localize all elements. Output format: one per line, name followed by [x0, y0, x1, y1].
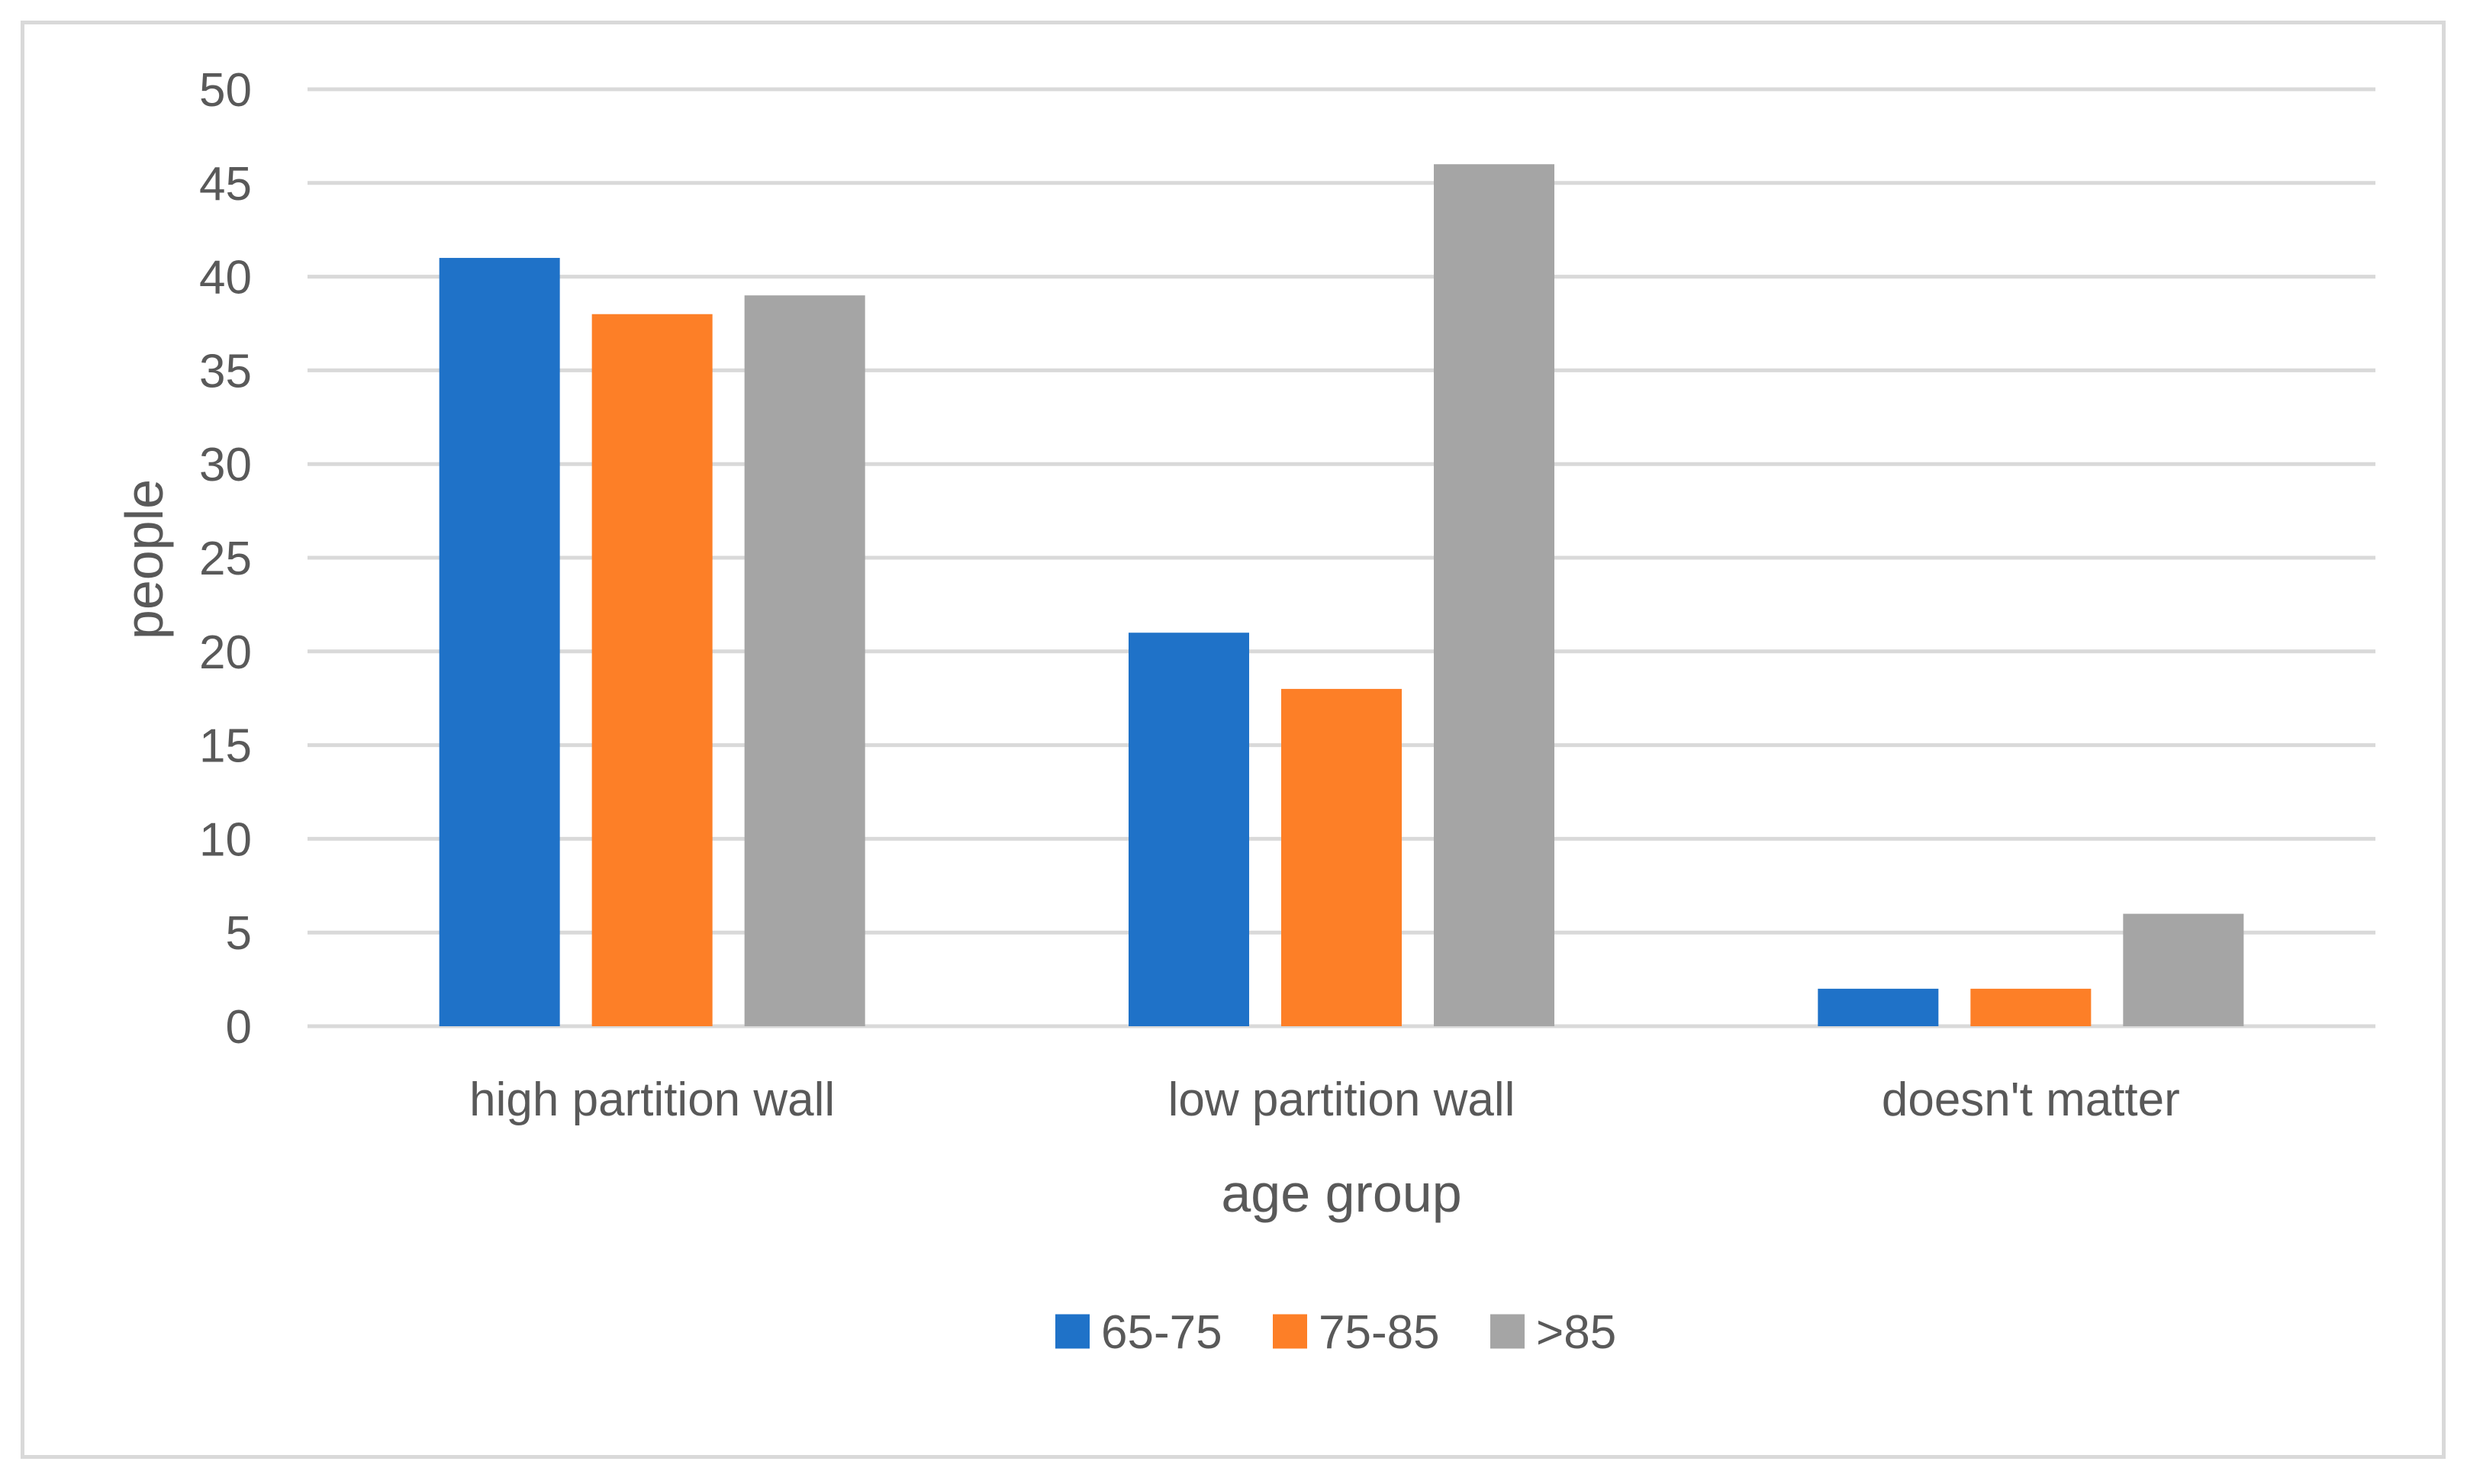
bar-75-85-0 — [591, 314, 713, 1027]
legend-swatch — [1273, 1314, 1307, 1349]
y-tick-label: 50 — [199, 64, 252, 117]
bar->85-0 — [744, 295, 865, 1026]
legend: 65-75 75-85 >85 — [1055, 1306, 1616, 1359]
x-axis-ticks: high partition wall low partition wall doe… — [469, 1074, 2180, 1126]
legend-item->85: >85 — [1490, 1306, 1616, 1359]
y-tick-label: 40 — [199, 252, 252, 304]
y-tick-label: 35 — [199, 345, 252, 398]
bar-65-75-1 — [1129, 633, 1249, 1026]
y-axis-ticks: 0 5 10 15 20 25 30 35 40 45 50 — [199, 64, 252, 1054]
y-tick-label: 15 — [199, 720, 252, 773]
legend-label: 75-85 — [1319, 1306, 1440, 1359]
y-tick-label: 25 — [199, 533, 252, 585]
y-tick-label: 10 — [199, 813, 252, 866]
legend-item-75-85: 75-85 — [1273, 1306, 1440, 1359]
bar-65-75-2 — [1818, 988, 1939, 1026]
y-tick-label: 20 — [199, 626, 252, 679]
y-tick-label: 5 — [226, 907, 252, 960]
legend-label: >85 — [1536, 1306, 1616, 1359]
bar->85-1 — [1434, 164, 1554, 1027]
legend-swatch — [1055, 1314, 1090, 1349]
bar-75-85-2 — [1970, 988, 2092, 1026]
y-tick-label: 45 — [199, 158, 252, 211]
x-axis-title: age group — [1221, 1164, 1461, 1223]
bar-65-75-0 — [439, 258, 560, 1026]
legend-swatch — [1490, 1314, 1525, 1349]
x-tick-label: high partition wall — [469, 1074, 835, 1126]
bar-75-85-1 — [1281, 688, 1402, 1026]
y-tick-label: 30 — [199, 439, 252, 491]
bars — [439, 164, 2244, 1027]
bar->85-2 — [2123, 913, 2244, 1026]
legend-label: 65-75 — [1101, 1306, 1222, 1359]
x-tick-label: low partition wall — [1168, 1074, 1515, 1126]
y-tick-label: 0 — [226, 1001, 252, 1054]
y-axis-title: people — [114, 479, 174, 639]
x-tick-label: doesn't matter — [1882, 1074, 2180, 1126]
legend-item-65-75: 65-75 — [1055, 1306, 1222, 1359]
